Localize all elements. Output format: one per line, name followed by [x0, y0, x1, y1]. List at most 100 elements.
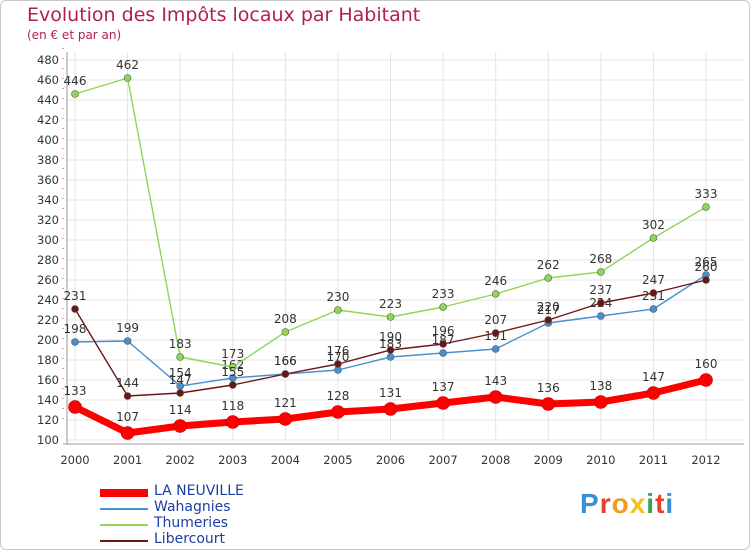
data-label: 147 — [169, 373, 192, 387]
data-point — [386, 313, 395, 321]
logo-letter: i — [665, 488, 675, 519]
data-point — [597, 268, 605, 276]
data-point — [173, 419, 187, 433]
logo-letter: i — [646, 488, 656, 519]
x-tick-label: 2010 — [586, 453, 615, 467]
data-label: 208 — [274, 312, 297, 326]
data-label: 144 — [116, 376, 139, 390]
data-point — [649, 234, 658, 242]
data-point — [439, 349, 447, 357]
data-label: 154 — [169, 366, 192, 380]
y-tick-label: 380 — [37, 153, 59, 167]
data-point — [544, 316, 553, 324]
logo-letter: t — [655, 488, 666, 519]
data-label: 198 — [64, 322, 87, 336]
y-tick-label: 180 — [37, 353, 59, 367]
x-tick-label: 2009 — [534, 453, 563, 467]
y-tick-label: 260 — [37, 273, 59, 287]
legend-label: Wahagnies — [154, 499, 231, 515]
data-label: 268 — [589, 252, 612, 266]
y-tick-label: 480 — [37, 53, 59, 67]
legend-label: Thumeries — [154, 515, 229, 531]
data-point — [597, 312, 605, 320]
data-label: 190 — [379, 330, 402, 344]
x-tick-label: 2000 — [60, 453, 89, 467]
data-point — [278, 412, 293, 426]
data-label: 128 — [326, 389, 349, 403]
chart-title: Evolution des Impôts locaux par Habitant — [27, 4, 421, 26]
data-point — [594, 395, 608, 409]
data-label: 265 — [695, 255, 718, 269]
data-label: 166 — [274, 354, 297, 368]
line-chart: 100 120 140 160 180 200 220 240 260 280 300 320 340 3… — [37, 48, 744, 467]
y-tick-label: 420 — [37, 113, 59, 127]
data-point — [439, 303, 447, 311]
x-tick-label: 2005 — [323, 453, 352, 467]
data-point — [228, 381, 237, 389]
data-point — [225, 415, 240, 429]
data-label: 247 — [642, 273, 665, 287]
data-label: 217 — [537, 303, 560, 317]
legend-swatch — [100, 489, 148, 497]
data-label: 260 — [695, 260, 718, 274]
legend-swatch — [100, 540, 148, 542]
data-point — [702, 203, 710, 211]
legend-label: LA NEUVILLE — [154, 483, 244, 499]
data-point — [649, 305, 658, 313]
data-label: 223 — [379, 297, 402, 311]
data-label: 246 — [484, 274, 507, 288]
data-label: 183 — [379, 337, 402, 351]
data-label: 446 — [64, 74, 87, 88]
data-label: 207 — [484, 313, 507, 327]
data-label: 237 — [589, 283, 612, 297]
data-label: 143 — [484, 374, 507, 388]
data-label: 136 — [537, 381, 560, 395]
data-label: 220 — [537, 300, 560, 314]
data-label: 183 — [169, 337, 192, 351]
x-tick-label: 2004 — [271, 453, 300, 467]
chart-subtitle: (en € et par an) — [27, 28, 122, 42]
data-label: 231 — [64, 289, 87, 303]
data-point — [491, 290, 500, 298]
data-label: 196 — [432, 324, 455, 338]
data-label: 121 — [274, 396, 297, 410]
logo-letter: r — [599, 488, 612, 519]
data-label: 173 — [221, 347, 244, 361]
data-label: 333 — [695, 187, 718, 201]
y-tick-label: 360 — [37, 173, 59, 187]
y-tick-label: 400 — [37, 133, 59, 147]
data-point — [120, 426, 135, 440]
y-tick-label: 300 — [37, 233, 59, 247]
data-point — [491, 345, 500, 353]
data-label: 160 — [695, 357, 718, 371]
x-tick-label: 2012 — [691, 453, 720, 467]
data-point — [699, 373, 713, 387]
data-label: 302 — [642, 218, 665, 232]
data-point — [439, 340, 447, 348]
data-label: 166 — [274, 354, 297, 368]
data-point — [123, 392, 132, 400]
y-tick-label: 220 — [37, 313, 59, 327]
data-point — [334, 306, 342, 314]
data-point — [597, 299, 605, 307]
data-point — [281, 328, 290, 336]
logo-letter: x — [629, 488, 647, 519]
y-tick-label: 100 — [37, 433, 59, 447]
data-label: 155 — [221, 365, 244, 379]
x-tick-label: 2007 — [428, 453, 457, 467]
data-point — [541, 397, 556, 411]
data-label: 133 — [64, 384, 87, 398]
y-tick-label: 200 — [37, 333, 59, 347]
data-point — [71, 338, 79, 346]
y-tick-label: 280 — [37, 253, 59, 267]
data-point — [281, 370, 290, 378]
data-label: 462 — [116, 58, 139, 72]
data-point — [331, 405, 345, 419]
data-label: 114 — [169, 403, 192, 417]
data-label: 262 — [537, 258, 560, 272]
y-tick-label: 340 — [37, 193, 59, 207]
x-tick-label: 2002 — [166, 453, 195, 467]
logo-letter: o — [611, 488, 630, 519]
data-point — [649, 289, 658, 297]
data-point — [123, 337, 132, 345]
